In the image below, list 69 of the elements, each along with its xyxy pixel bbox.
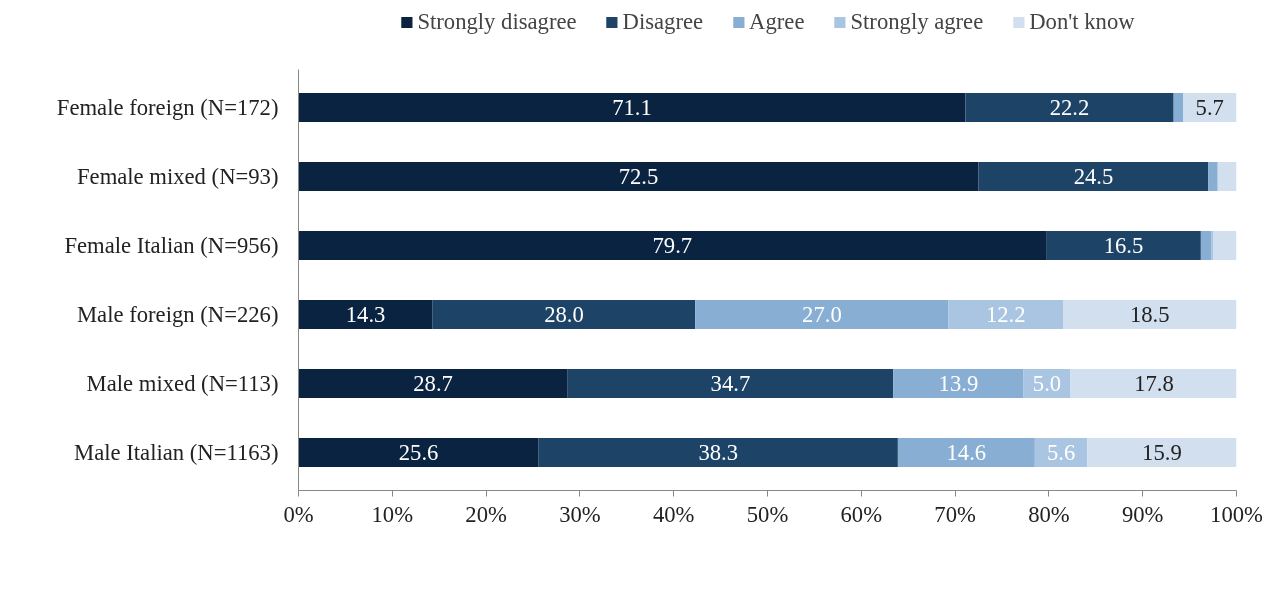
data-label: 5.0 xyxy=(1032,371,1062,397)
bar xyxy=(695,300,949,330)
bar xyxy=(432,300,696,330)
data-label: 79.7 xyxy=(652,233,693,259)
bar xyxy=(1070,369,1237,399)
bar xyxy=(1173,93,1184,123)
data-label: 24.5 xyxy=(1073,164,1114,190)
bar xyxy=(298,231,1047,261)
x-tick-label: 90% xyxy=(1121,501,1164,527)
bar xyxy=(948,300,1063,330)
data-label: 5.6 xyxy=(1046,440,1076,466)
bar xyxy=(567,369,894,399)
bar xyxy=(978,162,1209,192)
data-label: 27.0 xyxy=(802,302,842,328)
x-tick-label: 80% xyxy=(1028,501,1070,527)
x-tick-label: 40% xyxy=(652,501,695,527)
bar xyxy=(965,93,1174,123)
bar xyxy=(897,438,1035,468)
data-label: 22.2 xyxy=(1049,95,1090,121)
bar xyxy=(893,369,1024,399)
x-tick-label: 100% xyxy=(1210,501,1264,527)
bar xyxy=(298,300,433,330)
data-label: 14.3 xyxy=(345,302,386,328)
x-tick-label: 60% xyxy=(840,501,883,527)
data-label: 16.5 xyxy=(1103,233,1144,259)
data-label: 13.9 xyxy=(938,371,979,397)
data-label: 34.7 xyxy=(710,371,751,397)
bar xyxy=(1213,231,1237,261)
y-tick-label: Male Italian (N=1163) xyxy=(74,440,279,466)
x-tick-label: 10% xyxy=(371,501,414,527)
y-tick-label: Female foreign (N=172) xyxy=(56,95,279,121)
legend-label: Strongly agree xyxy=(850,9,984,35)
data-label: 5.7 xyxy=(1195,95,1224,121)
bar xyxy=(1087,438,1237,468)
bar xyxy=(298,93,966,123)
data-label: 38.3 xyxy=(698,440,739,466)
bar xyxy=(298,369,568,399)
bar xyxy=(1183,93,1237,123)
data-label: 72.5 xyxy=(618,164,659,190)
x-tick-label: 0% xyxy=(283,501,314,527)
bar xyxy=(1200,231,1212,261)
y-tick-label: Male foreign (N=226) xyxy=(76,302,279,328)
data-label: 12.2 xyxy=(985,302,1026,328)
x-tick-label: 50% xyxy=(746,501,789,527)
bar xyxy=(1208,162,1218,192)
y-tick-label: Female mixed (N=93) xyxy=(76,164,279,190)
legend-label: Don't know xyxy=(1029,9,1135,35)
bar xyxy=(538,438,898,468)
data-label: 17.8 xyxy=(1134,371,1174,397)
data-label: 14.6 xyxy=(946,440,987,466)
bar xyxy=(1062,300,1237,330)
legend-label: Strongly disagree xyxy=(417,9,577,35)
bar xyxy=(1046,231,1201,261)
bar xyxy=(298,162,979,192)
bar xyxy=(298,438,539,468)
x-tick-label: 70% xyxy=(934,501,976,527)
data-label: 71.1 xyxy=(612,95,652,121)
data-label: 18.5 xyxy=(1129,302,1170,328)
data-label: 25.6 xyxy=(398,440,439,466)
bar xyxy=(1217,162,1237,192)
data-label: 15.9 xyxy=(1142,440,1182,466)
legend-label: Disagree xyxy=(622,9,704,35)
y-tick-label: Female Italian (N=956) xyxy=(64,233,279,259)
data-label: 28.7 xyxy=(413,371,453,397)
y-tick-label: Male mixed (N=113) xyxy=(86,371,279,397)
legend-label: Agree xyxy=(749,9,805,35)
x-tick-label: 30% xyxy=(559,501,601,527)
x-tick-label: 20% xyxy=(465,501,507,527)
data-label: 28.0 xyxy=(544,302,584,328)
